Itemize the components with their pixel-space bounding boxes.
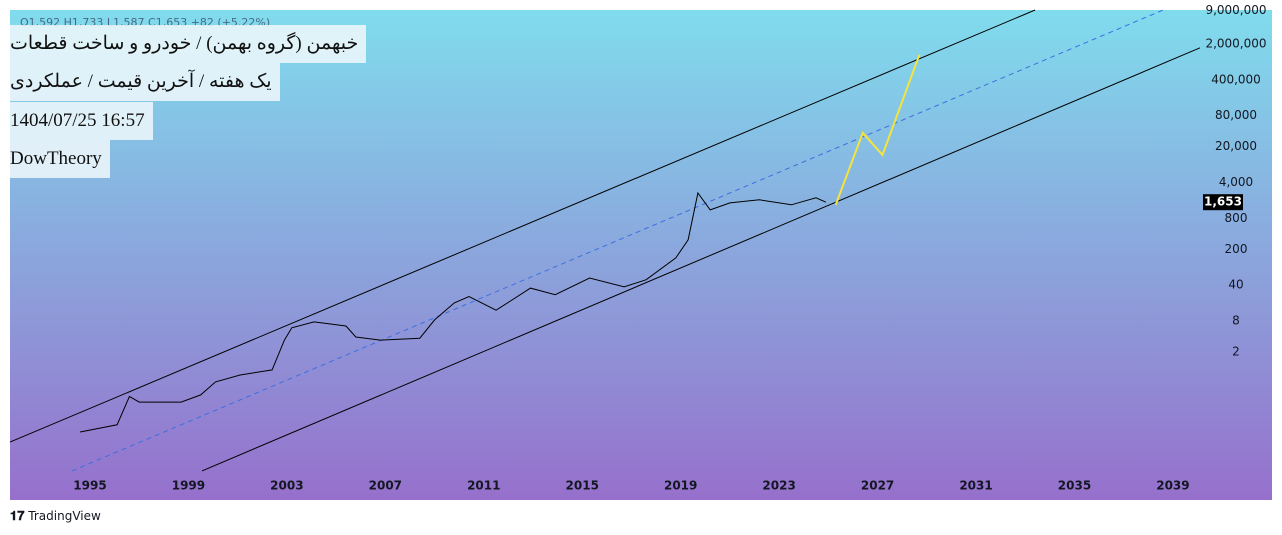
x-tick-label: 2031: [959, 479, 992, 493]
y-tick-label: 8: [1232, 314, 1240, 328]
y-tick-label: 9,000,000: [1205, 3, 1266, 17]
x-tick-label: 2019: [664, 479, 697, 493]
y-tick-label: 800: [1225, 211, 1248, 225]
x-tick-label: 2035: [1058, 479, 1091, 493]
x-tick-label: 2011: [467, 479, 500, 493]
projection: [834, 54, 921, 206]
x-tick-label: 1995: [73, 479, 106, 493]
x-tick-label: 2027: [861, 479, 894, 493]
brand: TradingView: [28, 509, 101, 523]
x-tick-label: 2015: [566, 479, 599, 493]
datetime: 1404/07/25 16:57: [10, 102, 153, 140]
y-tick-label: 2,000,000: [1205, 37, 1266, 51]
last-price-box: [1203, 194, 1243, 211]
symbol: خبهمن (گروه بهمن) / خودرو و ساخت قطعات: [10, 25, 367, 63]
x-tick-label: 2023: [762, 479, 795, 493]
y-tick-label: 80,000: [1215, 108, 1257, 122]
y-tick-label: 20,000: [1215, 139, 1257, 153]
price-line: [80, 191, 827, 433]
x-tick-label: 1999: [172, 479, 205, 493]
x-tick-label: 2003: [270, 479, 303, 493]
x-tick-label: 2007: [369, 479, 402, 493]
y-tick-label: 400,000: [1211, 72, 1261, 86]
footer: 𝟏𝟕 TradingView: [10, 509, 101, 524]
y-tick-label: 200: [1225, 242, 1248, 256]
channel-line: [201, 47, 1201, 472]
y-tick-label: 40: [1228, 278, 1243, 292]
channel-line: [9, 9, 1036, 443]
author: DowTheory: [10, 140, 110, 178]
x-tick-label: 2039: [1156, 479, 1189, 493]
settings: یک هفته / آخرین قیمت / عملکردی: [10, 63, 280, 101]
y-tick-label: 4,000: [1219, 175, 1253, 189]
y-tick-label: 2: [1232, 344, 1240, 358]
last-price-label: 1,653: [1204, 195, 1242, 209]
